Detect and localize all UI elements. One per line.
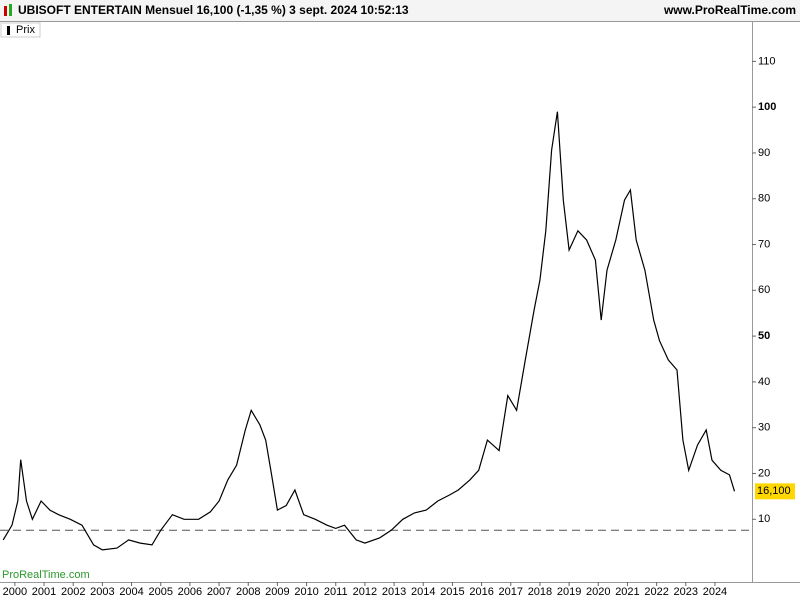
price-line (2, 111, 736, 551)
y-tick-label: 30 (758, 422, 770, 434)
logo (4, 6, 7, 16)
y-tick-label: 10 (758, 513, 770, 525)
x-tick-label: 2008 (236, 586, 260, 598)
y-tick-label: 100 (758, 101, 776, 113)
y-tick-label: 80 (758, 193, 770, 205)
y-tick-label: 60 (758, 284, 770, 296)
watermark: ProRealTime.com (2, 569, 90, 581)
x-tick-label: 2001 (32, 586, 56, 598)
x-tick-label: 2009 (265, 586, 289, 598)
y-tick-label: 110 (758, 55, 776, 67)
x-tick-label: 2015 (440, 586, 464, 598)
x-tick-label: 2005 (148, 586, 172, 598)
x-tick-label: 2002 (61, 586, 85, 598)
x-tick-label: 2003 (90, 586, 114, 598)
x-tick-label: 2021 (615, 586, 639, 598)
x-tick-label: 2023 (674, 586, 698, 598)
x-tick-label: 2006 (178, 586, 202, 598)
x-tick-label: 2011 (324, 586, 348, 598)
x-tick-label: 2018 (528, 586, 552, 598)
x-tick-label: 2012 (353, 586, 377, 598)
x-tick-label: 2010 (294, 586, 318, 598)
chart-title: UBISOFT ENTERTAIN Mensuel 16,100 (-1,35 … (18, 3, 409, 17)
x-tick-label: 2007 (207, 586, 231, 598)
x-tick-label: 2014 (411, 586, 435, 598)
legend-label: Prix (16, 24, 35, 36)
legend-swatch (7, 26, 10, 35)
source[interactable]: www.ProRealTime.com (663, 3, 796, 17)
x-tick-label: 2024 (703, 586, 727, 598)
logo (9, 4, 12, 16)
x-tick-label: 2000 (3, 586, 27, 598)
y-tick-label: 20 (758, 467, 770, 479)
last-value-box (755, 483, 795, 500)
x-tick-label: 2022 (644, 586, 668, 598)
x-tick-label: 2004 (119, 586, 143, 598)
last-value-label: 16,100 (757, 485, 791, 497)
y-tick-label: 40 (758, 376, 770, 388)
x-tick-label: 2020 (586, 586, 610, 598)
y-tick-label: 90 (758, 147, 770, 159)
x-tick-label: 2016 (469, 586, 493, 598)
header-bar (0, 0, 800, 21)
legend (0, 22, 41, 38)
x-tick-label: 2019 (557, 586, 581, 598)
y-tick-label: 50 (758, 330, 770, 342)
x-tick-label: 2017 (499, 586, 523, 598)
x-tick-label: 2013 (382, 586, 406, 598)
y-tick-label: 70 (758, 238, 770, 250)
